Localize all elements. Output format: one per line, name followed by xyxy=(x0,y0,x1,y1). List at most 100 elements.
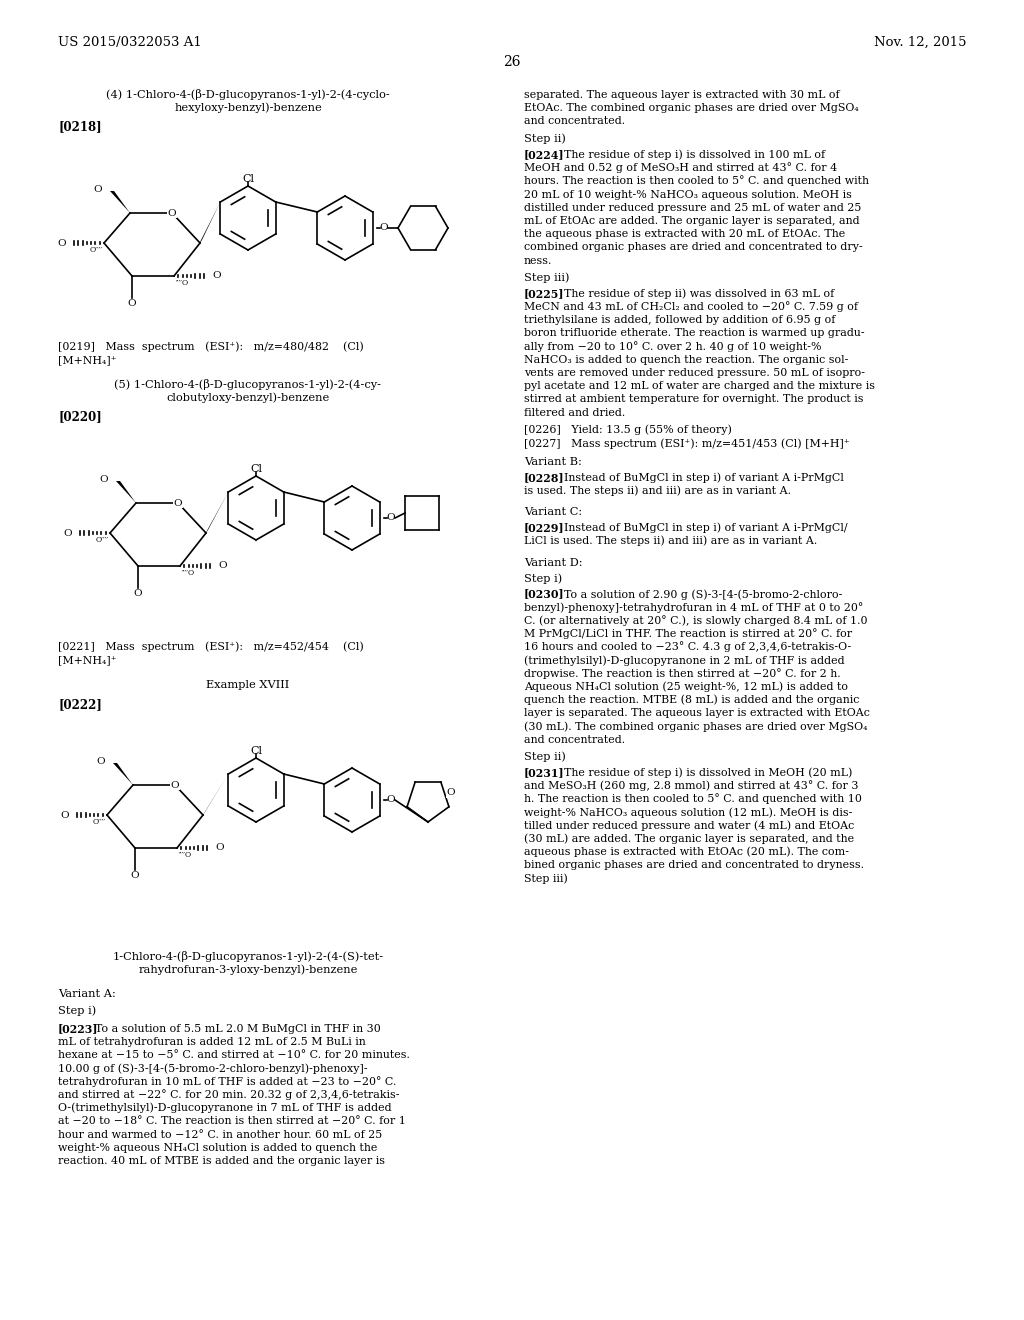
Text: pyl acetate and 12 mL of water are charged and the mixture is: pyl acetate and 12 mL of water are charg… xyxy=(524,381,874,391)
Text: h. The reaction is then cooled to 5° C. and quenched with 10: h. The reaction is then cooled to 5° C. … xyxy=(524,793,862,804)
Text: tilled under reduced pressure and water (4 mL) and EtOAc: tilled under reduced pressure and water … xyxy=(524,820,854,830)
Text: The residue of step i) is dissolved in MeOH (20 mL): The residue of step i) is dissolved in M… xyxy=(564,767,852,777)
Text: [0229]: [0229] xyxy=(524,523,564,533)
Text: O: O xyxy=(93,186,102,194)
Text: O: O xyxy=(99,475,108,484)
Text: [0222]: [0222] xyxy=(58,698,101,711)
Text: benzyl)-phenoxy]-tetrahydrofuran in 4 mL of THF at 0 to 20°: benzyl)-phenoxy]-tetrahydrofuran in 4 mL… xyxy=(524,602,863,612)
Text: Step ii): Step ii) xyxy=(524,751,566,762)
Text: [0227]   Mass spectrum (ESI⁺): m/z=451/453 (Cl) [M+H]⁺: [0227] Mass spectrum (ESI⁺): m/z=451/453… xyxy=(524,438,850,449)
Text: hour and warmed to −12° C. in another hour. 60 mL of 25: hour and warmed to −12° C. in another ho… xyxy=(58,1130,382,1139)
Polygon shape xyxy=(110,191,130,213)
Text: [M+NH₄]⁺: [M+NH₄]⁺ xyxy=(58,655,117,665)
Text: and stirred at −22° C. for 20 min. 20.32 g of 2,3,4,6-tetrakis-: and stirred at −22° C. for 20 min. 20.32… xyxy=(58,1089,399,1100)
Text: O: O xyxy=(168,209,176,218)
Text: O: O xyxy=(446,788,456,797)
Text: reaction. 40 mL of MTBE is added and the organic layer is: reaction. 40 mL of MTBE is added and the… xyxy=(58,1156,385,1166)
Text: ′′′′O: ′′′′O xyxy=(178,851,191,859)
Text: (30 mL). The combined organic phases are dried over MgSO₄: (30 mL). The combined organic phases are… xyxy=(524,721,867,731)
Text: bined organic phases are dried and concentrated to dryness.: bined organic phases are dried and conce… xyxy=(524,861,864,870)
Text: [0228]: [0228] xyxy=(524,471,564,483)
Text: boron trifluoride etherate. The reaction is warmed up gradu-: boron trifluoride etherate. The reaction… xyxy=(524,329,864,338)
Text: the aqueous phase is extracted with 20 mL of EtOAc. The: the aqueous phase is extracted with 20 m… xyxy=(524,230,845,239)
Text: 26: 26 xyxy=(503,55,521,69)
Text: ally from −20 to 10° C. over 2 h. 40 g of 10 weight-%: ally from −20 to 10° C. over 2 h. 40 g o… xyxy=(524,341,821,351)
Text: To a solution of 5.5 mL 2.0 M BuMgCl in THF in 30: To a solution of 5.5 mL 2.0 M BuMgCl in … xyxy=(95,1024,381,1034)
Text: (trimethylsilyl)-D-glucopyranone in 2 mL of THF is added: (trimethylsilyl)-D-glucopyranone in 2 mL… xyxy=(524,655,845,665)
Text: weight-% aqueous NH₄Cl solution is added to quench the: weight-% aqueous NH₄Cl solution is added… xyxy=(58,1143,378,1152)
Text: MeOH and 0.52 g of MeSO₃H and stirred at 43° C. for 4: MeOH and 0.52 g of MeSO₃H and stirred at… xyxy=(524,162,838,173)
Text: Variant C:: Variant C: xyxy=(524,507,582,517)
Text: (5) 1-Chloro-4-(β-D-glucopyranos-1-yl)-2-(4-cy-: (5) 1-Chloro-4-(β-D-glucopyranos-1-yl)-2… xyxy=(115,379,382,389)
Text: (4) 1-Chloro-4-(β-D-glucopyranos-1-yl)-2-(4-cyclo-: (4) 1-Chloro-4-(β-D-glucopyranos-1-yl)-2… xyxy=(106,88,390,100)
Text: O: O xyxy=(215,843,223,853)
Text: ness.: ness. xyxy=(524,256,552,265)
Polygon shape xyxy=(201,774,228,818)
Text: Instead of BuMgCl in step i) of variant A i-PrMgCl/: Instead of BuMgCl in step i) of variant … xyxy=(564,523,848,533)
Text: [0218]: [0218] xyxy=(58,120,101,133)
Text: and concentrated.: and concentrated. xyxy=(524,735,625,744)
Text: [0230]: [0230] xyxy=(524,589,564,599)
Text: LiCl is used. The steps ii) and iii) are as in variant A.: LiCl is used. The steps ii) and iii) are… xyxy=(524,536,817,546)
Text: filtered and dried.: filtered and dried. xyxy=(524,408,626,417)
Text: Step iii): Step iii) xyxy=(524,272,569,282)
Text: distilled under reduced pressure and 25 mL of water and 25: distilled under reduced pressure and 25 … xyxy=(524,203,861,213)
Text: and concentrated.: and concentrated. xyxy=(524,116,625,127)
Text: dropwise. The reaction is then stirred at −20° C. for 2 h.: dropwise. The reaction is then stirred a… xyxy=(524,668,841,678)
Text: [0223]: [0223] xyxy=(58,1023,98,1034)
Text: [0220]: [0220] xyxy=(58,411,101,422)
Text: Variant A:: Variant A: xyxy=(58,989,116,999)
Text: Variant D:: Variant D: xyxy=(524,557,583,568)
Text: EtOAc. The combined organic phases are dried over MgSO₄: EtOAc. The combined organic phases are d… xyxy=(524,103,859,114)
Text: O: O xyxy=(134,590,142,598)
Text: M PrMgCl/LiCl in THF. The reaction is stirred at 20° C. for: M PrMgCl/LiCl in THF. The reaction is st… xyxy=(524,628,852,639)
Text: MeCN and 43 mL of CH₂Cl₂ and cooled to −20° C. 7.59 g of: MeCN and 43 mL of CH₂Cl₂ and cooled to −… xyxy=(524,301,858,312)
Text: O: O xyxy=(128,300,136,309)
Text: layer is separated. The aqueous layer is extracted with EtOAc: layer is separated. The aqueous layer is… xyxy=(524,709,869,718)
Text: stirred at ambient temperature for overnight. The product is: stirred at ambient temperature for overn… xyxy=(524,395,863,404)
Text: at −20 to −18° C. The reaction is then stirred at −20° C. for 1: at −20 to −18° C. The reaction is then s… xyxy=(58,1117,406,1126)
Text: [0219]   Mass  spectrum   (ESI⁺):   m/z=480/482    (Cl): [0219] Mass spectrum (ESI⁺): m/z=480/482… xyxy=(58,342,364,352)
Text: O: O xyxy=(60,810,69,820)
Text: O: O xyxy=(212,272,220,281)
Text: combined organic phases are dried and concentrated to dry-: combined organic phases are dried and co… xyxy=(524,243,863,252)
Text: [0224]: [0224] xyxy=(524,149,564,160)
Text: is used. The steps ii) and iii) are as in variant A.: is used. The steps ii) and iii) are as i… xyxy=(524,486,791,496)
Text: Cl: Cl xyxy=(242,174,254,183)
Text: NaHCO₃ is added to quench the reaction. The organic sol-: NaHCO₃ is added to quench the reaction. … xyxy=(524,355,848,364)
Text: O: O xyxy=(131,871,139,880)
Text: 16 hours and cooled to −23° C. 4.3 g of 2,3,4,6-tetrakis-O-: 16 hours and cooled to −23° C. 4.3 g of … xyxy=(524,642,851,652)
Text: 10.00 g of (S)-3-[4-(5-bromo-2-chloro-benzyl)-phenoxy]-: 10.00 g of (S)-3-[4-(5-bromo-2-chloro-be… xyxy=(58,1063,368,1073)
Text: O′′′′: O′′′′ xyxy=(92,818,105,826)
Text: Step i): Step i) xyxy=(524,573,562,583)
Text: rahydrofuran-3-yloxy-benzyl)-benzene: rahydrofuran-3-yloxy-benzyl)-benzene xyxy=(138,965,357,975)
Text: [0221]   Mass  spectrum   (ESI⁺):   m/z=452/454    (Cl): [0221] Mass spectrum (ESI⁺): m/z=452/454… xyxy=(58,642,364,652)
Text: aqueous phase is extracted with EtOAc (20 mL). The com-: aqueous phase is extracted with EtOAc (2… xyxy=(524,846,849,857)
Text: C. (or alternatively at 20° C.), is slowly charged 8.4 mL of 1.0: C. (or alternatively at 20° C.), is slow… xyxy=(524,615,867,626)
Text: [0226]   Yield: 13.5 g (55% of theory): [0226] Yield: 13.5 g (55% of theory) xyxy=(524,424,732,434)
Text: [0225]: [0225] xyxy=(524,288,564,298)
Text: Aqueous NH₄Cl solution (25 weight-%, 12 mL) is added to: Aqueous NH₄Cl solution (25 weight-%, 12 … xyxy=(524,681,848,692)
Text: Example XVIII: Example XVIII xyxy=(207,680,290,690)
Text: hexyloxy-benzyl)-benzene: hexyloxy-benzyl)-benzene xyxy=(174,103,322,114)
Text: Nov. 12, 2015: Nov. 12, 2015 xyxy=(873,36,966,49)
Text: O: O xyxy=(218,561,226,570)
Text: To a solution of 2.90 g (S)-3-[4-(5-bromo-2-chloro-: To a solution of 2.90 g (S)-3-[4-(5-brom… xyxy=(564,589,843,599)
Polygon shape xyxy=(198,202,220,246)
Text: O: O xyxy=(171,780,179,789)
Text: O: O xyxy=(96,758,105,767)
Text: The residue of step ii) was dissolved in 63 mL of: The residue of step ii) was dissolved in… xyxy=(564,288,835,298)
Text: hexane at −15 to −5° C. and stirred at −10° C. for 20 minutes.: hexane at −15 to −5° C. and stirred at −… xyxy=(58,1051,410,1060)
Text: Variant B:: Variant B: xyxy=(524,457,582,467)
Text: O: O xyxy=(380,223,388,232)
Text: mL of EtOAc are added. The organic layer is separated, and: mL of EtOAc are added. The organic layer… xyxy=(524,216,859,226)
Text: The residue of step i) is dissolved in 100 mL of: The residue of step i) is dissolved in 1… xyxy=(564,149,825,160)
Text: ′′′′O: ′′′′O xyxy=(181,569,195,577)
Text: [0231]: [0231] xyxy=(524,767,564,777)
Text: clobutyloxy-benzyl)-benzene: clobutyloxy-benzyl)-benzene xyxy=(166,392,330,403)
Polygon shape xyxy=(116,480,136,503)
Polygon shape xyxy=(204,492,228,536)
Text: hours. The reaction is then cooled to 5° C. and quenched with: hours. The reaction is then cooled to 5°… xyxy=(524,176,869,186)
Text: O-(trimethylsilyl)-D-glucopyranone in 7 mL of THF is added: O-(trimethylsilyl)-D-glucopyranone in 7 … xyxy=(58,1102,391,1113)
Text: O: O xyxy=(63,528,72,537)
